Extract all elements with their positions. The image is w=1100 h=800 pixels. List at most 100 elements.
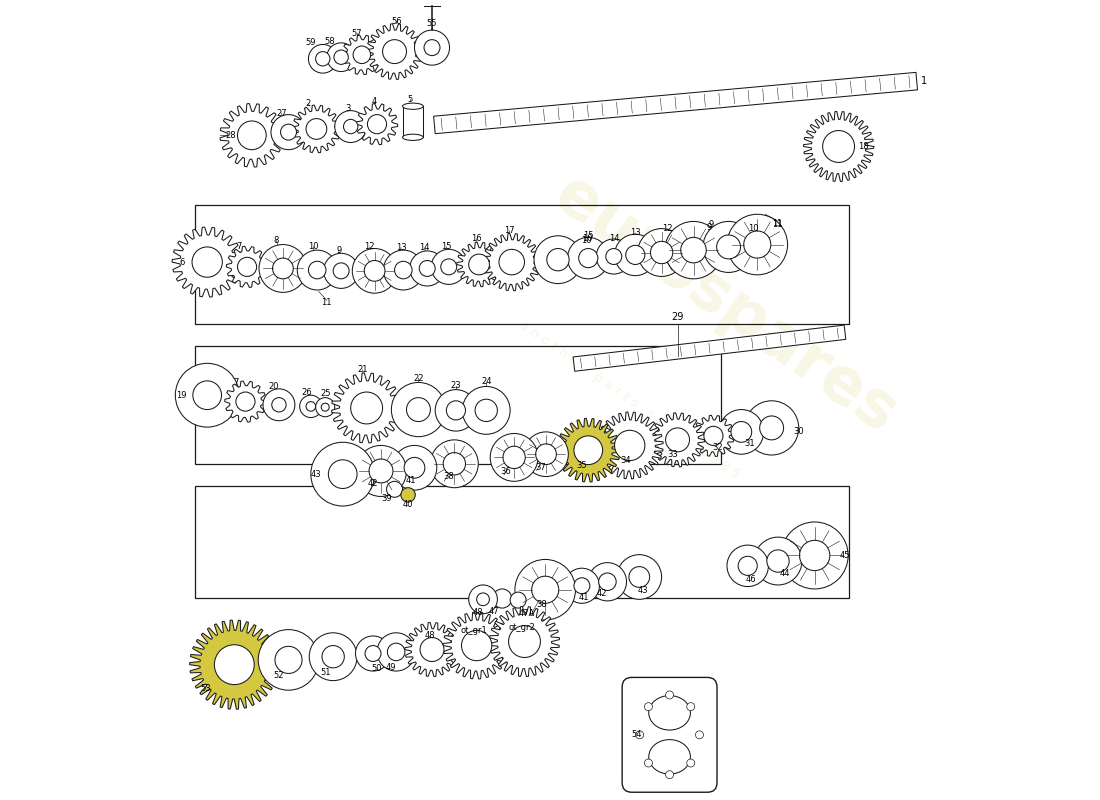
Circle shape [744, 231, 771, 258]
Text: 26: 26 [301, 387, 312, 397]
Circle shape [596, 239, 631, 274]
Polygon shape [224, 381, 266, 422]
Circle shape [299, 395, 322, 418]
Text: 10: 10 [308, 242, 319, 251]
Text: 47: 47 [488, 606, 499, 616]
Circle shape [377, 633, 416, 671]
Polygon shape [342, 35, 382, 74]
Text: 12: 12 [662, 224, 672, 233]
Circle shape [636, 731, 644, 739]
Circle shape [462, 386, 510, 434]
Text: 9: 9 [707, 222, 712, 231]
Circle shape [499, 250, 525, 275]
Text: 4: 4 [372, 98, 377, 106]
Text: 11: 11 [772, 220, 782, 229]
Circle shape [192, 381, 221, 410]
Circle shape [531, 576, 559, 603]
Polygon shape [596, 412, 663, 479]
Text: 44: 44 [780, 570, 791, 578]
Circle shape [716, 235, 740, 259]
Circle shape [386, 482, 403, 498]
Circle shape [727, 214, 788, 275]
Text: 18: 18 [858, 142, 869, 151]
Polygon shape [189, 620, 279, 710]
Text: 48: 48 [473, 607, 484, 617]
Bar [403, 106, 424, 138]
Circle shape [368, 459, 393, 483]
Polygon shape [433, 72, 917, 134]
Circle shape [309, 633, 358, 681]
Text: 13: 13 [396, 243, 406, 252]
Text: 29: 29 [671, 312, 684, 322]
Text: 35: 35 [576, 461, 587, 470]
Circle shape [588, 562, 627, 601]
Circle shape [703, 222, 755, 273]
Text: 43: 43 [638, 586, 649, 595]
Text: 7: 7 [236, 242, 242, 251]
Text: 55: 55 [427, 19, 438, 28]
Circle shape [767, 550, 789, 572]
Text: 15: 15 [583, 231, 594, 240]
Circle shape [404, 458, 425, 478]
Polygon shape [405, 622, 459, 677]
Circle shape [271, 114, 306, 150]
Circle shape [392, 382, 446, 437]
Circle shape [760, 416, 783, 440]
Text: 2: 2 [306, 99, 311, 108]
Circle shape [503, 446, 526, 469]
Circle shape [395, 262, 412, 279]
Polygon shape [456, 242, 502, 286]
Text: 12: 12 [364, 242, 375, 251]
Circle shape [258, 245, 307, 292]
Circle shape [384, 250, 424, 290]
Text: 50: 50 [371, 664, 382, 673]
Circle shape [719, 410, 763, 454]
Text: 27: 27 [276, 109, 287, 118]
Text: 34: 34 [620, 456, 631, 465]
Circle shape [306, 118, 327, 139]
Circle shape [352, 249, 397, 293]
Polygon shape [490, 606, 560, 677]
Text: 41: 41 [579, 594, 590, 602]
Text: 30: 30 [793, 427, 804, 436]
Circle shape [695, 731, 704, 739]
Circle shape [192, 247, 222, 278]
Circle shape [781, 522, 848, 589]
Circle shape [311, 442, 375, 506]
Text: 10: 10 [581, 236, 591, 245]
Circle shape [524, 432, 569, 477]
Circle shape [258, 630, 319, 690]
Circle shape [598, 573, 616, 590]
Circle shape [263, 389, 295, 421]
Ellipse shape [403, 134, 424, 141]
Text: 47A: 47A [519, 609, 535, 618]
Text: 59: 59 [306, 38, 316, 47]
Text: 42: 42 [596, 590, 607, 598]
Text: 3: 3 [344, 104, 350, 113]
Circle shape [645, 702, 652, 710]
Text: 43: 43 [311, 470, 321, 478]
Polygon shape [356, 103, 398, 145]
Text: 16: 16 [471, 234, 482, 243]
Circle shape [333, 263, 349, 279]
Text: 8: 8 [274, 236, 279, 245]
Circle shape [493, 589, 512, 608]
Circle shape [327, 43, 355, 71]
Circle shape [800, 540, 829, 570]
Polygon shape [366, 24, 422, 79]
Polygon shape [693, 415, 734, 457]
Circle shape [615, 430, 645, 461]
Text: 11: 11 [772, 218, 782, 227]
Text: ot_gr2: ot_gr2 [508, 622, 536, 632]
Text: 58: 58 [324, 37, 336, 46]
Circle shape [469, 585, 497, 614]
Circle shape [343, 119, 358, 134]
Polygon shape [573, 325, 846, 371]
Circle shape [272, 398, 286, 412]
Circle shape [447, 401, 465, 420]
Text: 15: 15 [441, 242, 452, 251]
Polygon shape [803, 111, 873, 182]
Polygon shape [293, 105, 340, 153]
Text: 17: 17 [504, 226, 515, 235]
Text: 40: 40 [403, 500, 414, 509]
